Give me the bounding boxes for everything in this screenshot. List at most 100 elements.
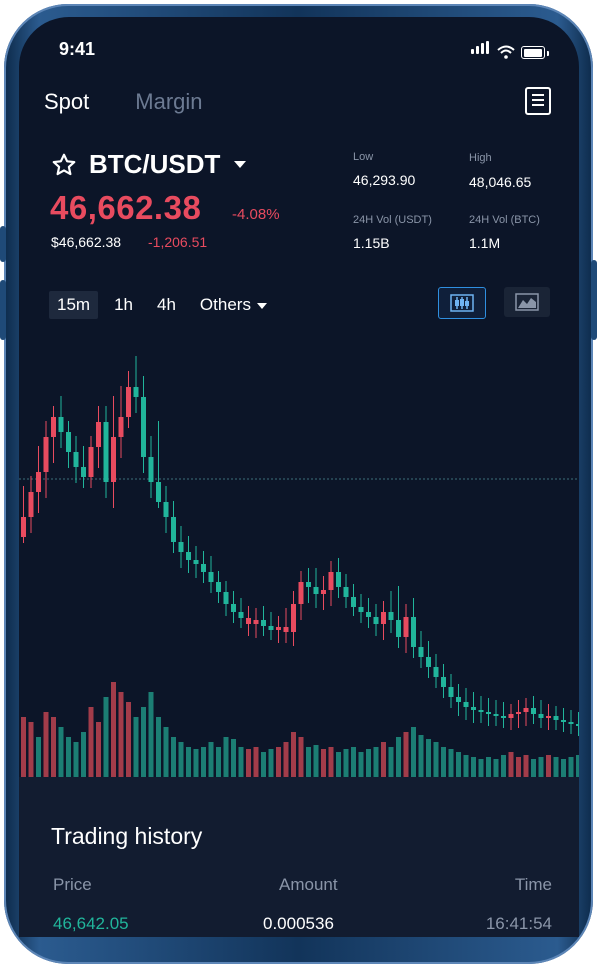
volume-bar — [358, 752, 364, 777]
candle — [306, 568, 311, 603]
candle-body — [306, 582, 311, 587]
candle — [403, 604, 409, 653]
volume-bar — [381, 742, 386, 777]
candle-body — [576, 724, 579, 726]
volume-bar — [103, 697, 109, 777]
trading-history-title: Trading history — [51, 823, 203, 849]
interval-others[interactable]: Others — [192, 291, 275, 319]
candle — [568, 710, 574, 734]
phone-side-button — [0, 280, 6, 340]
market-tabs: Spot Margin — [44, 89, 203, 115]
volume-bar — [508, 752, 514, 777]
candle-body — [186, 552, 191, 560]
candle — [141, 376, 146, 473]
volume-bar — [366, 749, 371, 777]
volume-bar — [313, 745, 319, 777]
volume-bar — [261, 752, 266, 777]
candle — [321, 576, 326, 610]
candle — [163, 486, 169, 533]
candle — [171, 501, 176, 553]
volume-bar — [81, 732, 86, 777]
candle-body — [141, 397, 146, 457]
candle-body — [321, 590, 326, 594]
candle-body — [531, 708, 536, 714]
candle — [283, 608, 289, 643]
candle-body — [403, 617, 409, 637]
candle-body — [88, 447, 94, 477]
candle-body — [268, 626, 274, 630]
signal-icon — [471, 41, 491, 59]
candle — [73, 436, 79, 483]
price-change-abs: -1,206.51 — [148, 234, 208, 250]
orders-list-icon[interactable] — [525, 87, 551, 115]
price-chart[interactable] — [19, 342, 579, 782]
pair-selector[interactable]: BTC/USDT — [51, 149, 247, 180]
star-icon[interactable] — [51, 152, 77, 178]
candle — [471, 692, 476, 723]
volume-bar — [516, 757, 521, 777]
candle-body — [433, 667, 439, 677]
candle-body — [411, 617, 416, 647]
candle-body — [193, 560, 199, 564]
candle — [358, 594, 364, 623]
candle — [193, 546, 199, 578]
tab-spot[interactable]: Spot — [44, 89, 90, 114]
volume-bar — [43, 712, 49, 777]
price-change-pct: -4.08% — [232, 206, 280, 223]
price-usd: $46,662.38 — [51, 234, 122, 250]
candle-body — [178, 542, 184, 552]
tab-margin[interactable]: Margin — [135, 89, 203, 114]
volume-bar — [163, 727, 169, 777]
candle-body — [291, 604, 296, 632]
volume-bar — [216, 747, 221, 777]
battery-tip — [547, 51, 549, 56]
volume-bar — [51, 717, 56, 777]
volume-bar — [456, 752, 461, 777]
volume-bar — [568, 757, 574, 777]
candle-body — [246, 618, 251, 624]
candle-body — [58, 417, 64, 432]
candle — [426, 641, 431, 678]
interval-1h[interactable]: 1h — [114, 295, 133, 314]
candle-body — [418, 647, 424, 657]
volume-bar — [336, 752, 341, 777]
candle-body — [396, 620, 401, 637]
candle-body — [73, 452, 79, 467]
candle — [111, 396, 116, 508]
col-time: Time — [514, 875, 552, 894]
status-time: 9:41 — [59, 39, 96, 59]
volume-bar — [208, 742, 214, 777]
area-chart-button[interactable] — [504, 287, 550, 317]
candle-body — [66, 432, 71, 452]
candle-body — [81, 467, 86, 477]
candle-body — [478, 710, 484, 712]
candle-body — [546, 716, 551, 718]
candle-body — [223, 592, 229, 604]
candle — [261, 606, 266, 636]
interval-4h[interactable]: 4h — [157, 295, 176, 314]
candle-body — [313, 587, 319, 594]
candle — [501, 702, 506, 728]
volume-bar — [441, 747, 446, 777]
volume-bar — [246, 749, 251, 777]
candlestick-chart-button[interactable] — [438, 287, 486, 319]
volume-bar — [426, 739, 431, 777]
chevron-down-icon — [256, 302, 267, 309]
volume-bar — [118, 692, 124, 777]
candlestick-icon — [450, 294, 474, 312]
candle — [396, 586, 401, 648]
candle-body — [508, 714, 514, 718]
candle-body — [463, 702, 469, 707]
interval-15m[interactable]: 15m — [49, 291, 99, 319]
volume-bar — [186, 747, 191, 777]
vol-btc-label: 24H Vol (BTC) — [469, 214, 540, 226]
candle-body — [231, 604, 236, 612]
candle — [268, 612, 274, 640]
volume-bar — [141, 707, 146, 777]
candle-body — [561, 720, 566, 722]
low-value: 46,293.90 — [353, 172, 416, 188]
candle — [343, 574, 349, 608]
volume-bar — [111, 682, 116, 777]
volume-bar — [448, 749, 454, 777]
volume-bar — [433, 742, 439, 777]
